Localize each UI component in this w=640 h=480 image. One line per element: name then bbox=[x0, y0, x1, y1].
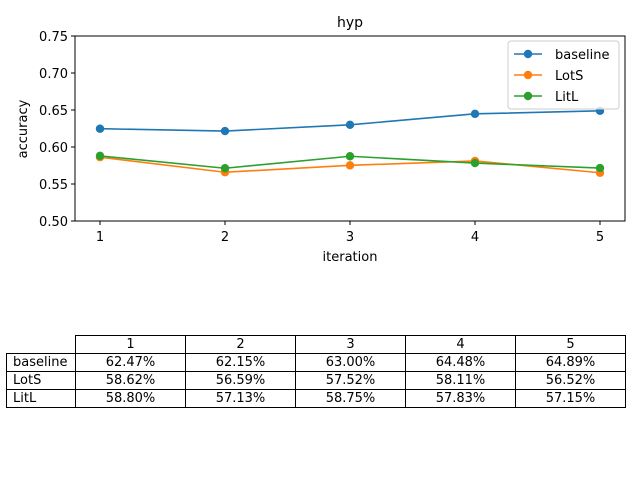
legend: baseline LotS LitL bbox=[507, 40, 620, 110]
chart-title: hyp bbox=[337, 15, 363, 31]
legend-marker bbox=[523, 70, 533, 80]
legend-label: LitL bbox=[555, 90, 579, 105]
y-tick-label: 0.50 bbox=[39, 215, 68, 230]
data-point bbox=[345, 152, 355, 161]
table-cell: 58.80% bbox=[75, 389, 186, 408]
series-layer bbox=[95, 106, 605, 177]
table-header-row: 1 2 3 4 5 bbox=[7, 335, 626, 354]
x-tick-label: 1 bbox=[96, 230, 104, 245]
table-row: LitL 58.80% 57.13% 58.75% 57.83% 57.15% bbox=[6, 389, 626, 408]
table-cell: 56.59% bbox=[185, 371, 296, 390]
table-row-header: baseline bbox=[6, 353, 76, 372]
data-point bbox=[345, 120, 355, 129]
data-point bbox=[220, 126, 230, 136]
data-table: 1 2 3 4 5 baseline 62.47% 62.15% 63.00% … bbox=[6, 335, 626, 408]
x-tick-label: 2 bbox=[221, 230, 229, 245]
y-tick-label: 0.75 bbox=[39, 30, 68, 45]
data-point bbox=[470, 158, 480, 168]
data-point bbox=[220, 164, 230, 173]
table-col-header: 2 bbox=[185, 335, 296, 354]
x-axis-label: iteration bbox=[323, 250, 378, 265]
data-point bbox=[95, 124, 105, 133]
table-cell: 62.47% bbox=[75, 353, 186, 372]
x-tick-label: 3 bbox=[346, 230, 354, 245]
table-row: LotS 58.62% 56.59% 57.52% 58.11% 56.52% bbox=[6, 371, 626, 390]
line-chart: hyp 1 2 3 4 5 0.50 0.55 0.60 0.65 0.70 0.75 baseli… bbox=[16, 15, 626, 265]
table-col-header: 4 bbox=[405, 335, 516, 354]
table-corner bbox=[7, 336, 76, 354]
legend-marker bbox=[523, 49, 533, 59]
table-cell: 56.52% bbox=[515, 371, 626, 390]
table-cell: 57.13% bbox=[185, 389, 296, 408]
data-point bbox=[95, 151, 105, 161]
data-point bbox=[595, 163, 605, 173]
y-tick-label: 0.65 bbox=[39, 104, 68, 119]
table-cell: 64.89% bbox=[515, 353, 626, 372]
table-cell: 57.83% bbox=[405, 389, 516, 408]
table-cell: 57.15% bbox=[515, 389, 626, 408]
y-axis-label: accuracy bbox=[16, 99, 31, 158]
y-tick-label: 0.70 bbox=[39, 67, 68, 82]
y-tick-label: 0.55 bbox=[39, 178, 68, 193]
data-point bbox=[470, 109, 480, 119]
legend-box bbox=[507, 40, 620, 110]
table-row-header: LitL bbox=[6, 389, 76, 408]
table-row: baseline 62.47% 62.15% 63.00% 64.48% 64.… bbox=[6, 353, 626, 372]
table-col-header: 3 bbox=[295, 335, 406, 354]
table-cell: 62.15% bbox=[185, 353, 296, 372]
x-tick-label: 4 bbox=[471, 230, 479, 245]
table-cell: 58.75% bbox=[295, 389, 406, 408]
legend-label: LotS bbox=[555, 69, 583, 84]
table-col-header: 1 bbox=[75, 335, 186, 354]
legend-marker bbox=[523, 91, 533, 101]
table-cell: 57.52% bbox=[295, 371, 406, 390]
legend-label: baseline bbox=[555, 48, 609, 63]
table-cell: 58.62% bbox=[75, 371, 186, 390]
table-col-header: 5 bbox=[515, 335, 626, 354]
table-cell: 63.00% bbox=[295, 353, 406, 372]
plot-area: 1 2 3 4 5 0.50 0.55 0.60 0.65 0.70 0.75 bbox=[39, 30, 626, 245]
table-row-header: LotS bbox=[6, 371, 76, 390]
y-tick-label: 0.60 bbox=[39, 141, 68, 156]
table-cell: 64.48% bbox=[405, 353, 516, 372]
data-point bbox=[345, 161, 355, 170]
table-cell: 58.11% bbox=[405, 371, 516, 390]
x-tick-label: 5 bbox=[596, 230, 604, 245]
